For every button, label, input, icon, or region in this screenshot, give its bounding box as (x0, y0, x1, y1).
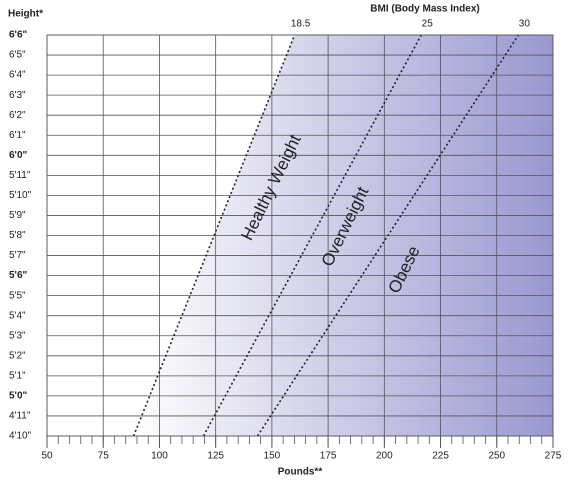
x-tick-label: 275 (545, 451, 562, 462)
x-tick-label: 50 (41, 451, 53, 462)
y-tick-label: 5'10" (9, 190, 32, 201)
y-tick-label: 5'1" (9, 370, 26, 381)
x-tick-label: 100 (151, 451, 168, 462)
y-tick-label: 6'6" (9, 30, 28, 41)
y-tick-label: 5'6" (9, 270, 28, 281)
bmi-label: 18.5 (291, 19, 311, 30)
x-tick-label: 125 (207, 451, 224, 462)
bmi-label: 30 (519, 19, 531, 30)
y-tick-label: 6'4" (9, 70, 26, 81)
y-axis-title: Height* (8, 9, 43, 20)
x-tick-label: 250 (488, 451, 505, 462)
y-tick-label: 5'7" (9, 250, 26, 261)
x-tick-label: 175 (320, 451, 337, 462)
y-tick-label: 6'2" (9, 110, 26, 121)
chart-title: BMI (Body Mass Index) (370, 4, 479, 15)
y-tick-label: 6'1" (9, 130, 26, 141)
x-axis-title: Pounds** (278, 467, 323, 478)
y-tick-label: 5'4" (9, 310, 26, 321)
y-tick-label: 5'3" (9, 330, 26, 341)
y-tick-label: 5'5" (9, 290, 26, 301)
y-tick-label: 4'10" (9, 431, 32, 442)
y-tick-label: 5'2" (9, 350, 26, 361)
y-tick-label: 5'9" (9, 210, 26, 221)
bmi-line (132, 34, 296, 437)
x-tick-label: 225 (432, 451, 449, 462)
x-tick-label: 150 (264, 451, 281, 462)
x-tick-label: 75 (98, 451, 110, 462)
y-tick-label: 6'3" (9, 90, 26, 101)
bmi-label: 25 (422, 19, 434, 30)
y-tick-label: 6'5" (9, 50, 26, 61)
y-tick-label: 5'8" (9, 230, 26, 241)
bmi-line (256, 34, 520, 437)
y-tick-label: 4'11" (9, 411, 31, 422)
plot-frame (46, 34, 554, 437)
x-tick-label: 200 (376, 451, 393, 462)
y-tick-label: 5'11" (9, 170, 31, 181)
y-tick-label: 6'0" (9, 150, 28, 161)
y-tick-label: 5'0" (9, 391, 28, 402)
